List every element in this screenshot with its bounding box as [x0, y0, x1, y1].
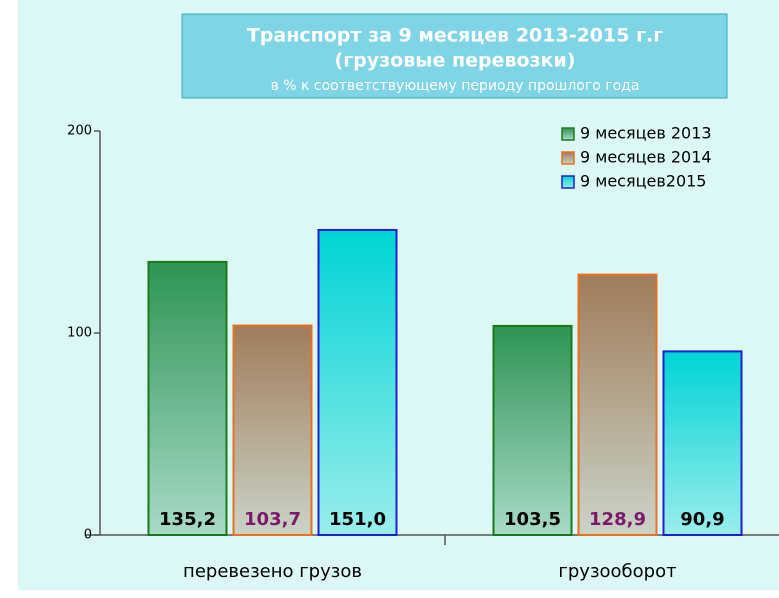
legend-label: 9 месяцев 2013: [580, 124, 712, 143]
x-tick-label: перевезено грузов: [183, 561, 362, 582]
value-label: 135,2: [159, 509, 216, 530]
title-box: [181, 13, 728, 99]
value-label: 151,0: [329, 509, 386, 530]
bar: [662, 350, 743, 536]
bar: [577, 273, 658, 536]
legend-label: 9 месяцев2015: [580, 172, 706, 191]
value-label: 103,5: [504, 509, 561, 530]
value-label: 128,9: [589, 509, 646, 530]
legend-swatch: [561, 127, 575, 141]
bar: [317, 228, 398, 536]
y-tick-label: 200: [67, 124, 92, 139]
bar: [147, 260, 228, 536]
bar: [492, 324, 573, 536]
chart-subtitle: в % к соответствующему периоду прошлого …: [271, 78, 640, 94]
y-tick-label: 100: [67, 326, 92, 341]
chart-title: (грузовые перевозки): [335, 50, 576, 72]
x-tick-label: грузооборот: [558, 561, 676, 582]
bar: [232, 324, 313, 536]
y-tick-label: 0: [84, 528, 92, 543]
legend-swatch: [561, 175, 575, 189]
chart-title: Транспорт за 9 месяцев 2013-2015 г.г: [247, 25, 663, 47]
legend-label: 9 месяцев 2014: [580, 148, 712, 167]
value-label: 103,7: [244, 509, 301, 530]
value-label: 90,9: [680, 509, 724, 530]
legend-swatch: [561, 151, 575, 165]
